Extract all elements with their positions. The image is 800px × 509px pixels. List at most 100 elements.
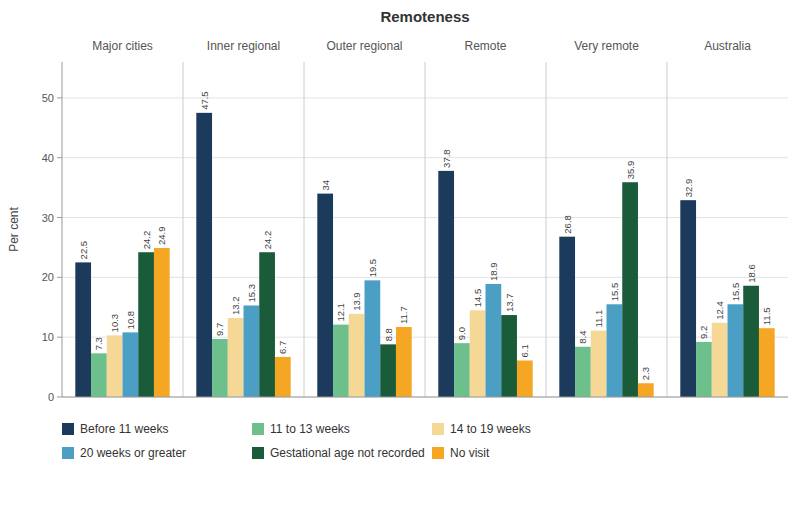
data-label: 37.8	[441, 149, 452, 168]
data-label: 47.5	[199, 91, 210, 110]
bar	[244, 305, 260, 397]
chart: RemotenessMajor citiesInner regionalOute…	[0, 0, 800, 509]
bar	[559, 237, 575, 397]
bar	[228, 318, 244, 397]
bar	[470, 310, 486, 397]
bar	[712, 323, 728, 397]
data-label: 12.4	[714, 301, 725, 320]
legend-label: Gestational age not recorded	[270, 446, 425, 460]
data-label: 6.7	[277, 341, 288, 354]
tick-label: 10	[42, 331, 54, 343]
legend-label: Before 11 weeks	[80, 422, 169, 436]
bar	[259, 252, 275, 397]
data-label: 26.8	[562, 215, 573, 234]
bar	[454, 343, 470, 397]
bar	[196, 113, 212, 397]
data-label: 32.9	[683, 179, 694, 198]
data-labels: 22.547.53437.826.832.97.39.712.19.08.49.…	[78, 91, 773, 380]
group-separator	[667, 62, 668, 397]
data-label: 34	[320, 180, 331, 191]
category-label: Major cities	[92, 39, 153, 53]
data-label: 11.5	[761, 307, 772, 325]
tick-mark	[57, 397, 62, 398]
category-label: Remote	[464, 39, 506, 53]
tick-label: 20	[42, 271, 54, 283]
bar	[438, 171, 454, 397]
group-separator	[546, 62, 547, 397]
data-label: 12.1	[335, 303, 346, 322]
legend-label: 20 weeks or greater	[80, 446, 186, 460]
legend-swatch	[432, 447, 444, 459]
bar	[396, 327, 412, 397]
data-label: 10.3	[109, 314, 120, 333]
category-label: Inner regional	[207, 39, 280, 53]
bar	[680, 200, 696, 397]
data-label: 6.1	[519, 344, 530, 357]
data-label: 8.4	[577, 331, 588, 344]
bar	[138, 252, 154, 397]
bar	[575, 347, 591, 397]
legend-swatch	[62, 423, 74, 435]
bar	[759, 328, 775, 397]
data-label: 13.7	[504, 294, 515, 313]
tick-label: 50	[42, 92, 54, 104]
data-label: 11.1	[593, 310, 604, 328]
data-label: 2.3	[640, 367, 651, 380]
bar	[107, 335, 123, 397]
bar	[275, 357, 291, 397]
bar	[154, 248, 170, 397]
bar	[607, 304, 623, 397]
grid-line	[62, 397, 788, 398]
bar	[75, 262, 91, 397]
tick-label: 30	[42, 212, 54, 224]
legend-swatch	[252, 423, 264, 435]
bar	[591, 331, 607, 397]
bar	[380, 344, 396, 397]
data-label: 15.5	[730, 283, 741, 302]
bar	[743, 286, 759, 397]
legend-swatch	[432, 423, 444, 435]
tick-label: 0	[48, 391, 54, 403]
bar	[91, 353, 107, 397]
bar	[501, 315, 517, 397]
legend-swatch	[252, 447, 264, 459]
group-separator	[425, 62, 426, 397]
group-separator	[304, 62, 305, 397]
data-label: 7.3	[93, 337, 104, 350]
tick-mark	[57, 337, 62, 338]
legend-label: 14 to 19 weeks	[450, 422, 531, 436]
bar	[333, 325, 349, 397]
bar	[349, 314, 365, 397]
bar	[123, 332, 139, 397]
bar	[622, 182, 638, 397]
data-label: 15.5	[609, 283, 620, 302]
data-label: 10.8	[125, 311, 136, 330]
data-label: 22.5	[78, 241, 89, 260]
x-axis	[62, 397, 788, 398]
data-label: 13.2	[230, 297, 241, 316]
y-axis	[62, 62, 63, 397]
legend-swatch	[62, 447, 74, 459]
bar	[638, 383, 654, 397]
bar	[317, 194, 333, 397]
tick-mark	[57, 277, 62, 278]
data-label: 15.3	[246, 284, 257, 303]
bars	[75, 113, 774, 397]
axis-title: Per cent	[7, 206, 21, 251]
legend: Before 11 weeks11 to 13 weeks14 to 19 we…	[62, 422, 531, 460]
data-label: 13.9	[351, 292, 362, 311]
legend-label: No visit	[450, 446, 490, 460]
data-label: 35.9	[625, 161, 636, 180]
bar	[696, 342, 712, 397]
category-label: Very remote	[574, 39, 639, 53]
tick-mark	[57, 217, 62, 218]
bar	[728, 304, 744, 397]
bar	[365, 280, 381, 397]
data-label: 24.2	[141, 231, 152, 250]
tick-label: 40	[42, 152, 54, 164]
data-label: 14.5	[472, 289, 483, 308]
bar	[212, 339, 228, 397]
group-separator	[183, 62, 184, 397]
data-label: 9.2	[698, 326, 709, 339]
data-label: 18.6	[746, 264, 757, 283]
